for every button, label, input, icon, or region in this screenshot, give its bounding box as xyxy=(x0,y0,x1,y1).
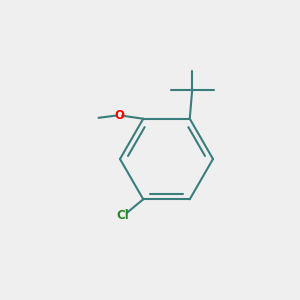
Text: Cl: Cl xyxy=(116,209,129,222)
Text: O: O xyxy=(114,109,124,122)
